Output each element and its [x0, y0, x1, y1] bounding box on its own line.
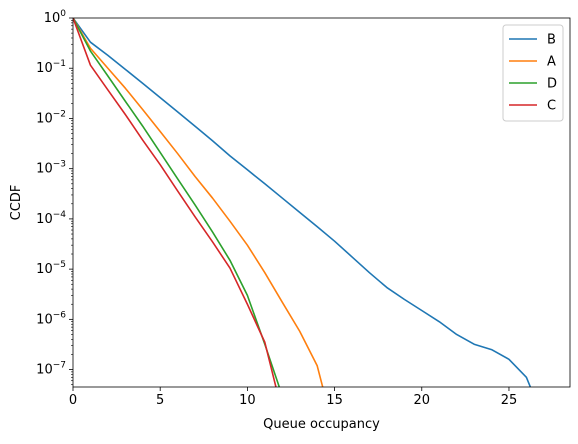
x-tick-label: 25	[501, 393, 518, 408]
x-axis-label: Queue occupancy	[263, 417, 380, 432]
series-layer	[73, 18, 532, 387]
x-tick-label: 10	[239, 393, 256, 408]
y-axis-ticks: 10−7 10−6 10−5 10−4 10−3 10−2 10−1 100	[36, 9, 73, 386]
legend-box	[502, 24, 564, 122]
x-tick-label: 15	[326, 393, 343, 408]
legend-label-d: D	[547, 77, 557, 92]
y-tick-label: 10−2	[36, 109, 66, 126]
x-tick-label: 20	[413, 393, 430, 408]
y-tick-label: 10−4	[36, 210, 66, 227]
legend-label-a: A	[547, 55, 556, 70]
y-tick-label: 10−6	[36, 310, 66, 327]
series-line-a	[73, 18, 324, 387]
series-line-c	[73, 18, 277, 387]
y-tick-label: 10−1	[36, 59, 66, 76]
y-tick-label: 100	[44, 9, 67, 26]
y-tick-label: 10−3	[36, 160, 66, 177]
series-line-b	[73, 18, 532, 387]
x-axis-ticks: 0 5 10 15 20 25	[69, 387, 517, 408]
y-axis-label: CCDF	[9, 185, 24, 221]
x-tick-label: 0	[69, 393, 77, 408]
y-tick-label: 10−7	[36, 361, 66, 378]
legend-label-c: C	[547, 99, 556, 114]
legend-label-b: B	[547, 33, 556, 48]
axes-frame	[72, 17, 571, 388]
y-tick-label: 10−5	[36, 260, 66, 277]
x-tick-label: 5	[156, 393, 164, 408]
series-line-d	[73, 18, 281, 387]
